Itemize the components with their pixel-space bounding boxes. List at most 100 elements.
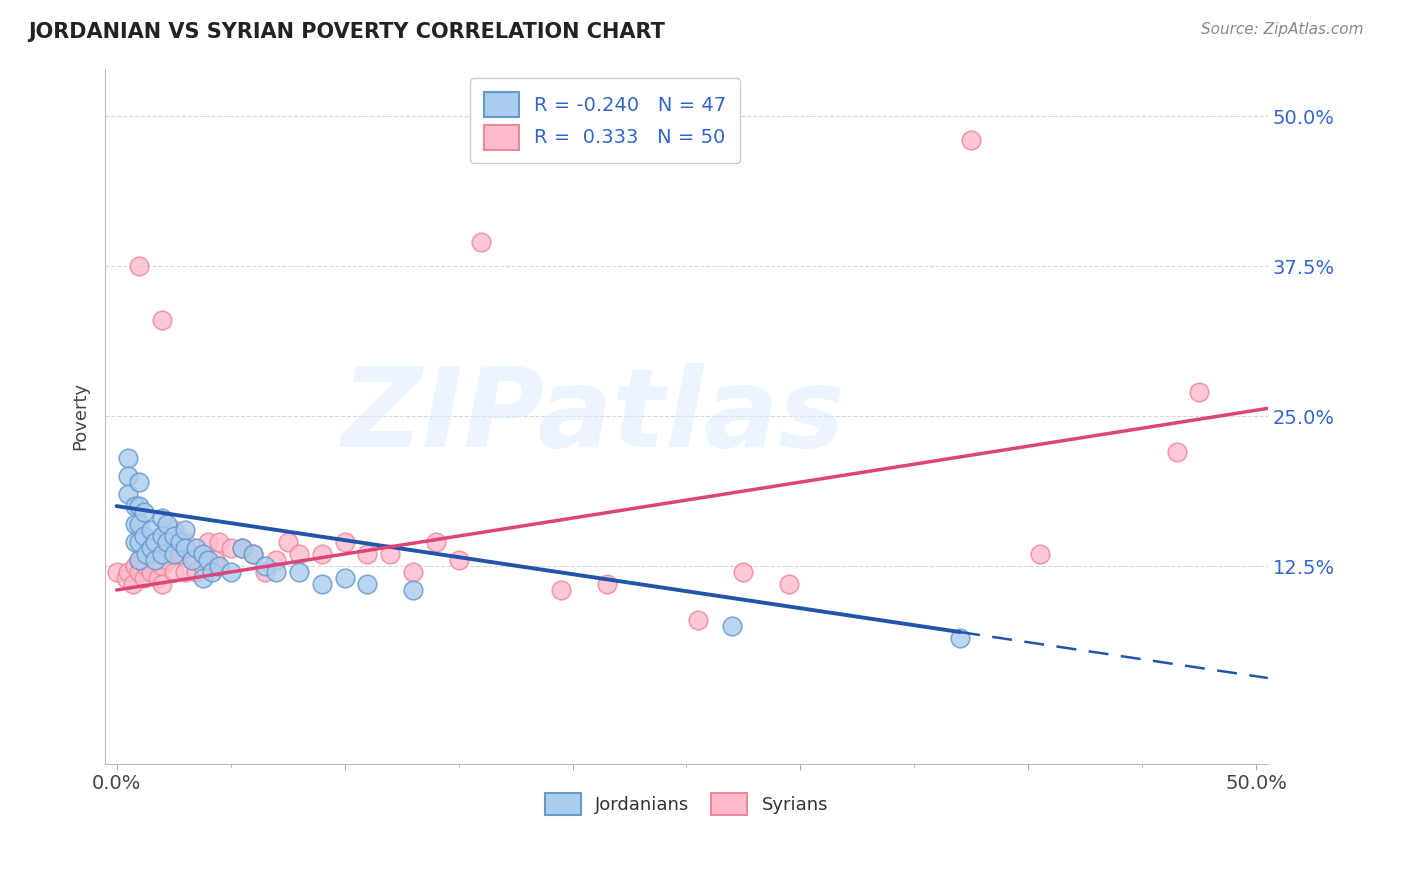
Point <box>117 451 139 466</box>
Point <box>378 547 401 561</box>
Point <box>596 577 619 591</box>
Point <box>174 523 197 537</box>
Point <box>550 582 572 597</box>
Point <box>356 577 378 591</box>
Point <box>180 553 202 567</box>
Point <box>201 565 224 579</box>
Point <box>1188 385 1211 400</box>
Point <box>208 559 231 574</box>
Point <box>162 565 184 579</box>
Point <box>128 553 150 567</box>
Point <box>721 619 744 633</box>
Point <box>128 535 150 549</box>
Point <box>162 523 184 537</box>
Point <box>139 541 162 555</box>
Point <box>1166 445 1188 459</box>
Point <box>242 547 264 561</box>
Point <box>778 577 800 591</box>
Point <box>146 571 169 585</box>
Point <box>128 499 150 513</box>
Legend: Jordanians, Syrians: Jordanians, Syrians <box>536 784 838 824</box>
Point <box>960 133 983 147</box>
Point <box>264 565 287 579</box>
Point <box>169 547 191 561</box>
Point <box>193 559 215 574</box>
Y-axis label: Poverty: Poverty <box>72 382 89 450</box>
Point <box>219 565 242 579</box>
Point <box>135 547 157 561</box>
Point <box>156 535 179 549</box>
Point <box>121 577 143 591</box>
Point <box>128 260 150 274</box>
Point <box>253 559 276 574</box>
Point <box>156 517 179 532</box>
Point <box>219 541 242 555</box>
Point <box>124 499 146 513</box>
Point <box>139 565 162 579</box>
Point <box>162 529 184 543</box>
Point <box>402 582 425 597</box>
Point <box>425 535 447 549</box>
Point <box>139 523 162 537</box>
Point <box>150 577 173 591</box>
Point <box>470 235 492 250</box>
Point <box>264 553 287 567</box>
Point <box>174 535 197 549</box>
Point <box>150 529 173 543</box>
Point <box>193 547 215 561</box>
Point <box>311 577 333 591</box>
Point <box>132 571 155 585</box>
Point <box>186 541 208 555</box>
Point <box>288 547 311 561</box>
Point <box>128 553 150 567</box>
Point <box>333 535 356 549</box>
Point <box>193 571 215 585</box>
Point <box>1029 547 1052 561</box>
Text: ZIPatlas: ZIPatlas <box>342 363 845 470</box>
Point <box>277 535 299 549</box>
Point <box>128 565 150 579</box>
Point <box>117 487 139 501</box>
Point <box>150 559 173 574</box>
Point <box>242 547 264 561</box>
Point <box>949 631 972 645</box>
Point <box>143 553 166 567</box>
Point <box>288 565 311 579</box>
Point <box>180 547 202 561</box>
Point <box>253 565 276 579</box>
Point <box>197 553 219 567</box>
Point <box>231 541 253 555</box>
Point <box>356 547 378 561</box>
Point <box>132 505 155 519</box>
Point <box>686 613 709 627</box>
Point <box>204 553 226 567</box>
Point <box>150 511 173 525</box>
Point <box>150 547 173 561</box>
Point <box>174 541 197 555</box>
Point <box>162 547 184 561</box>
Point <box>733 565 755 579</box>
Point <box>105 565 128 579</box>
Point <box>124 535 146 549</box>
Point <box>197 535 219 549</box>
Point <box>128 475 150 489</box>
Point <box>132 529 155 543</box>
Point <box>311 547 333 561</box>
Point <box>208 535 231 549</box>
Point <box>156 553 179 567</box>
Point <box>447 553 470 567</box>
Point <box>402 565 425 579</box>
Point <box>114 571 136 585</box>
Point <box>124 559 146 574</box>
Point <box>333 571 356 585</box>
Point <box>128 517 150 532</box>
Point <box>135 559 157 574</box>
Point <box>143 535 166 549</box>
Point <box>186 565 208 579</box>
Point <box>124 517 146 532</box>
Point <box>117 565 139 579</box>
Point <box>231 541 253 555</box>
Text: Source: ZipAtlas.com: Source: ZipAtlas.com <box>1201 22 1364 37</box>
Point <box>169 535 191 549</box>
Point <box>150 313 173 327</box>
